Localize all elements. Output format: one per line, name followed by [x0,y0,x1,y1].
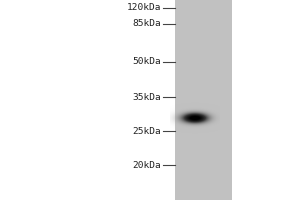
Text: 50kDa: 50kDa [132,58,161,66]
Text: 20kDa: 20kDa [132,160,161,170]
Text: 25kDa: 25kDa [132,127,161,136]
Text: 85kDa: 85kDa [132,20,161,28]
Bar [175,0,232,200]
Text: 35kDa: 35kDa [132,92,161,102]
Text: 120kDa: 120kDa [127,3,161,12]
